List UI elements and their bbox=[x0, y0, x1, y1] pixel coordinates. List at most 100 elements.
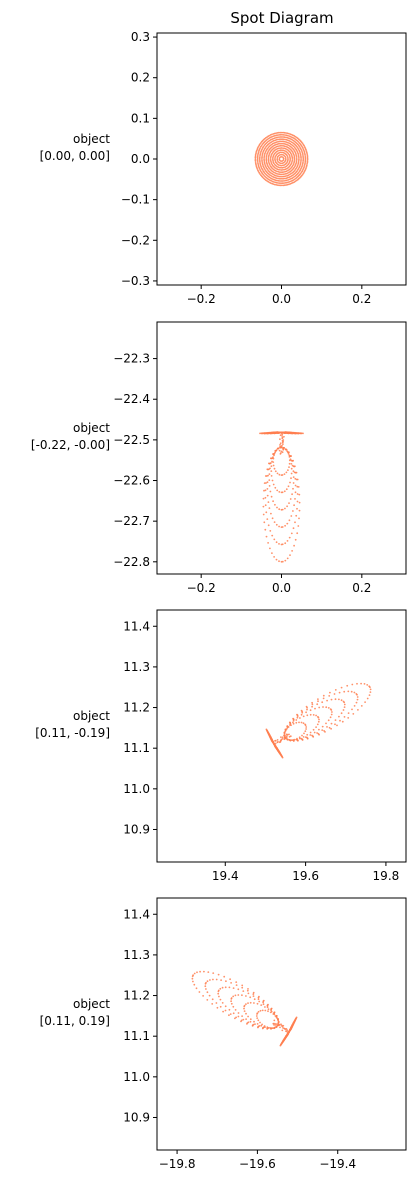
spot-point bbox=[267, 1003, 269, 1006]
row-label-line-2: [0.00, 0.00] bbox=[40, 149, 110, 163]
spot-point bbox=[276, 747, 278, 750]
spot-point bbox=[282, 182, 285, 185]
spot-point bbox=[280, 136, 283, 138]
spot-point bbox=[278, 145, 280, 147]
spot-point bbox=[298, 517, 300, 520]
spot-point bbox=[273, 181, 275, 183]
spot-point bbox=[314, 707, 316, 710]
spot-point bbox=[266, 432, 269, 435]
y-tick-label: 0.3 bbox=[131, 30, 150, 44]
spot-point bbox=[282, 443, 284, 445]
spot-point bbox=[276, 432, 279, 434]
spot-point bbox=[296, 485, 299, 488]
y-tick-label: −22.5 bbox=[113, 433, 150, 447]
spot-point bbox=[271, 740, 274, 743]
spot-point bbox=[288, 733, 290, 736]
spot-point bbox=[327, 719, 330, 722]
spot-point bbox=[275, 523, 278, 526]
spot-point bbox=[237, 1015, 240, 1018]
spot-point bbox=[301, 162, 304, 165]
spot-point bbox=[295, 471, 298, 474]
spot-point bbox=[281, 1029, 284, 1032]
spot-point bbox=[270, 495, 273, 498]
spot-point bbox=[259, 160, 261, 163]
spot-point bbox=[264, 151, 267, 154]
spot-point bbox=[300, 432, 302, 435]
spot-point bbox=[267, 1008, 270, 1011]
spot-point bbox=[290, 472, 293, 475]
spot-point bbox=[274, 503, 276, 506]
spot-point bbox=[292, 1021, 295, 1024]
spot-point bbox=[285, 181, 288, 184]
spot-point bbox=[259, 152, 262, 155]
spot-point bbox=[292, 482, 295, 484]
spot-point bbox=[280, 508, 283, 511]
spot-point bbox=[280, 1023, 282, 1026]
y-tick-label: 0.0 bbox=[131, 152, 150, 166]
spot-point bbox=[297, 154, 300, 157]
spot-point bbox=[270, 160, 272, 163]
spot-point bbox=[279, 180, 281, 182]
spot-point bbox=[260, 166, 263, 169]
spot-point bbox=[285, 1030, 287, 1032]
spot-point bbox=[285, 172, 288, 175]
spot-point bbox=[259, 163, 262, 166]
spot-point bbox=[295, 158, 298, 161]
spot-point bbox=[294, 477, 297, 480]
spot-point bbox=[279, 177, 282, 180]
spot-point bbox=[306, 733, 309, 736]
spot-point bbox=[294, 491, 297, 494]
spot-point bbox=[279, 133, 282, 136]
spot-point bbox=[267, 1010, 269, 1013]
spot-panel-1: −0.2 0.0 0.2 −0.3 −0.2 −0.1 0.0 0.1 0.2 0.3 object… bbox=[40, 30, 407, 306]
spot-point bbox=[269, 159, 272, 162]
spot-point bbox=[280, 142, 283, 145]
spot-point bbox=[282, 136, 284, 138]
spot-point bbox=[267, 155, 270, 158]
spot-point bbox=[258, 157, 261, 160]
spot-point bbox=[261, 152, 264, 155]
y-tick-label: −0.3 bbox=[121, 274, 150, 288]
spot-point bbox=[298, 157, 300, 159]
spot-point bbox=[283, 147, 286, 150]
spot-point bbox=[306, 160, 309, 163]
spot-point bbox=[267, 501, 270, 503]
spot-point bbox=[274, 179, 277, 182]
spot-point bbox=[232, 995, 235, 998]
spot-point bbox=[293, 166, 295, 169]
spot-point bbox=[285, 735, 288, 737]
spot-point bbox=[277, 175, 280, 178]
spot-point bbox=[259, 162, 261, 165]
spot-point bbox=[266, 494, 269, 497]
spot-point bbox=[264, 496, 267, 499]
spot-point bbox=[193, 972, 196, 975]
spot-point bbox=[276, 157, 279, 159]
spot-point bbox=[285, 141, 288, 144]
spot-point bbox=[326, 726, 328, 728]
spot-point bbox=[273, 178, 276, 181]
spot-point bbox=[230, 1000, 233, 1003]
spot-point bbox=[284, 728, 287, 731]
spot-point bbox=[257, 1026, 259, 1029]
spot-point bbox=[281, 184, 283, 187]
spot-point bbox=[286, 176, 289, 179]
spot-point bbox=[265, 482, 267, 484]
spot-point bbox=[219, 998, 222, 1001]
spot-point bbox=[292, 459, 294, 462]
spot-point bbox=[317, 716, 320, 719]
spot-point bbox=[209, 979, 211, 981]
spot-point bbox=[273, 1027, 275, 1030]
spot-point bbox=[281, 1041, 283, 1044]
spot-point bbox=[261, 158, 263, 160]
spot-point bbox=[276, 472, 279, 475]
spot-point bbox=[241, 984, 244, 987]
spot-point bbox=[255, 163, 257, 166]
spot-point bbox=[271, 460, 273, 463]
spot-point bbox=[263, 159, 266, 162]
spot-point bbox=[255, 151, 258, 153]
spot-point bbox=[263, 154, 266, 157]
spot-point bbox=[278, 140, 281, 143]
spot-point bbox=[193, 983, 196, 986]
spot-point bbox=[232, 1005, 235, 1008]
